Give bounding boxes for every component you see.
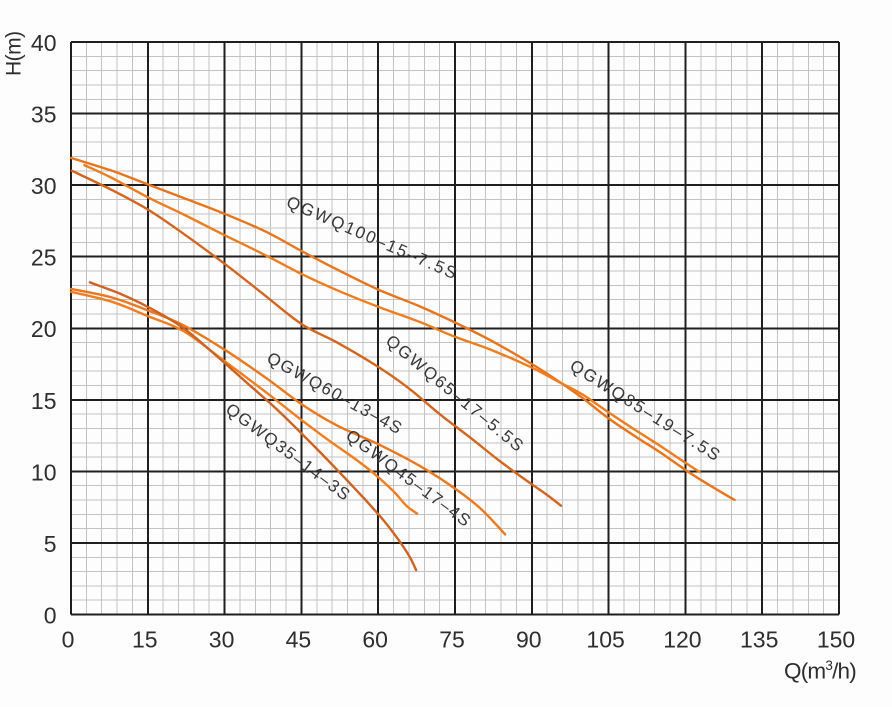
svg-text:25: 25 [31,245,57,271]
svg-text:0: 0 [44,603,57,629]
svg-text:150: 150 [817,627,855,653]
svg-text:10: 10 [31,459,57,485]
svg-text:0: 0 [62,627,75,653]
svg-text:15: 15 [31,388,57,414]
svg-text:30: 30 [31,173,57,199]
svg-text:20: 20 [31,316,57,342]
svg-text:Q(m3/h): Q(m3/h) [784,658,856,684]
svg-text:75: 75 [439,627,465,653]
svg-text:30: 30 [209,627,235,653]
svg-text:45: 45 [286,627,312,653]
svg-text:120: 120 [663,627,701,653]
svg-text:35: 35 [31,102,57,128]
svg-text:135: 135 [740,627,778,653]
svg-text:15: 15 [132,627,158,653]
svg-text:H(m): H(m) [3,31,26,76]
svg-text:40: 40 [31,30,57,56]
svg-text:105: 105 [586,627,624,653]
svg-text:5: 5 [44,531,57,557]
svg-text:90: 90 [516,627,542,653]
svg-text:60: 60 [362,627,388,653]
